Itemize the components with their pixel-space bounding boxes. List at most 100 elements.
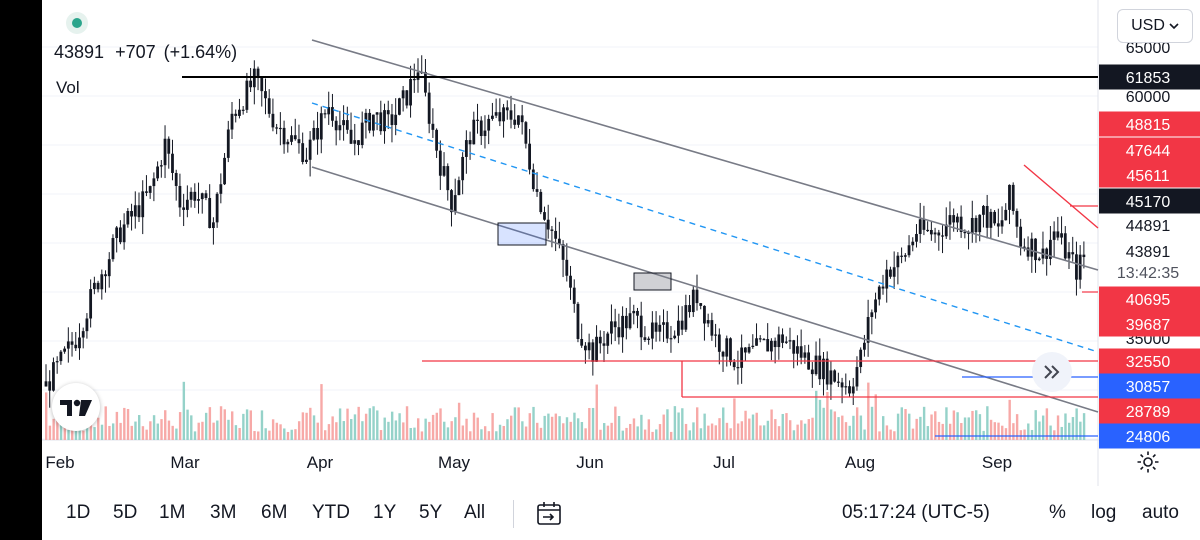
candle-body [595, 336, 598, 362]
timeframe-6m[interactable]: 6M [261, 502, 288, 523]
candle-body [498, 112, 502, 122]
price-badge-label: 47644 [1126, 143, 1171, 160]
candle-body [334, 120, 338, 131]
volume-bar [338, 408, 342, 440]
volume-bar [457, 402, 461, 440]
candle-body [286, 141, 290, 145]
chart-app: 65000 60000 44891 43891 35000 13:42:35 61853 48… [42, 0, 1200, 540]
scroll-to-realtime-button[interactable] [1032, 352, 1072, 392]
time-axis-label: Jun [576, 453, 603, 472]
candle-body [483, 130, 487, 137]
candle-body [513, 119, 517, 125]
channel-upper-line [311, 39, 1099, 271]
price-badge-label: 48815 [1126, 117, 1171, 134]
volume-bar [71, 425, 74, 440]
candle-body [461, 156, 465, 181]
calendar-range-icon[interactable] [534, 500, 564, 528]
volume-bar [584, 428, 587, 440]
candle-body [1063, 233, 1067, 259]
volume-bar [171, 425, 174, 440]
volume-bar [242, 413, 245, 440]
candle-body [580, 338, 584, 346]
candle-body [520, 115, 524, 123]
candle-body [152, 178, 156, 187]
timeframe-1y[interactable]: 1Y [373, 502, 397, 523]
candle-body [673, 335, 677, 339]
volume-bar [420, 431, 424, 440]
volume-bar [74, 427, 78, 440]
candle-body [717, 334, 721, 352]
volume-bar [1012, 423, 1015, 440]
volume-bar [1056, 415, 1060, 440]
candle-body [557, 238, 561, 245]
candle-body [1071, 252, 1075, 255]
candle-body [989, 211, 993, 228]
timeframe-ytd[interactable]: YTD [312, 502, 350, 523]
volume-bar [305, 412, 308, 440]
candle-body [751, 345, 755, 347]
candle-body [446, 166, 450, 191]
volume-bar [785, 413, 788, 440]
timeframe-1m[interactable]: 1M [159, 502, 186, 523]
volume-bar [599, 429, 602, 440]
candle-body [680, 320, 684, 330]
volume-bar [796, 424, 799, 440]
volume-bar [692, 422, 695, 440]
candle-body [383, 110, 386, 132]
clock-timezone[interactable]: 05:17:24 (UTC-5) [842, 502, 990, 523]
volume-bar [469, 431, 472, 440]
volume-bar [748, 418, 751, 440]
candle-body [115, 227, 119, 239]
timeframe-all[interactable]: All [464, 502, 486, 523]
candle-body [223, 157, 226, 185]
auto-scale-toggle[interactable]: auto [1142, 502, 1179, 523]
percent-toggle[interactable]: % [1049, 502, 1066, 523]
timeframe-5d[interactable]: 5D [113, 502, 138, 523]
volume-bar [264, 428, 267, 440]
candle-body [773, 340, 777, 348]
candle-body [528, 143, 531, 170]
candle-body [587, 342, 591, 351]
timeframe-5y[interactable]: 5Y [419, 502, 443, 523]
volume-bar [777, 426, 781, 440]
volume-bar [774, 419, 777, 440]
volume-bar [204, 412, 208, 440]
volume-bar [640, 414, 643, 440]
log-toggle[interactable]: log [1091, 502, 1117, 523]
channel-lower-line [311, 166, 1099, 413]
candle-body [725, 338, 729, 357]
tradingview-logo[interactable] [52, 383, 100, 431]
volume-bar [1053, 430, 1056, 440]
volume-bar [461, 425, 465, 440]
volume-bar [867, 382, 870, 440]
volume-label: Vol [56, 78, 80, 97]
candle-body [245, 80, 249, 110]
volume-bar [714, 425, 717, 440]
candle-body [424, 71, 427, 93]
candle-body [375, 112, 379, 115]
volume-bar [216, 420, 219, 440]
volume-bar [986, 406, 989, 440]
candle-body [729, 338, 732, 363]
price-badge [1099, 311, 1200, 337]
volume-bar [465, 418, 468, 440]
currency-select[interactable]: USD [1117, 9, 1193, 43]
volume-bar [755, 412, 758, 440]
price-chart[interactable]: 650006000044891438913500013:42:356185348… [42, 0, 1200, 486]
volume-bar [651, 431, 654, 440]
volume-bar [822, 407, 825, 440]
candle-body [784, 341, 788, 343]
price-badge-label: 40695 [1126, 292, 1171, 309]
candle-body [78, 337, 81, 349]
volume-bar [963, 417, 967, 440]
candle-body [985, 205, 989, 228]
candle-body [996, 223, 1000, 227]
timeframe-3m[interactable]: 3M [210, 502, 237, 523]
volume-bar [855, 407, 859, 440]
volume-bar [324, 430, 327, 440]
volume-bar [376, 410, 379, 440]
volume-bar [111, 423, 115, 440]
candle-body [145, 191, 148, 193]
timeframe-1d[interactable]: 1D [66, 502, 91, 523]
chart-settings-button[interactable] [1132, 446, 1164, 478]
